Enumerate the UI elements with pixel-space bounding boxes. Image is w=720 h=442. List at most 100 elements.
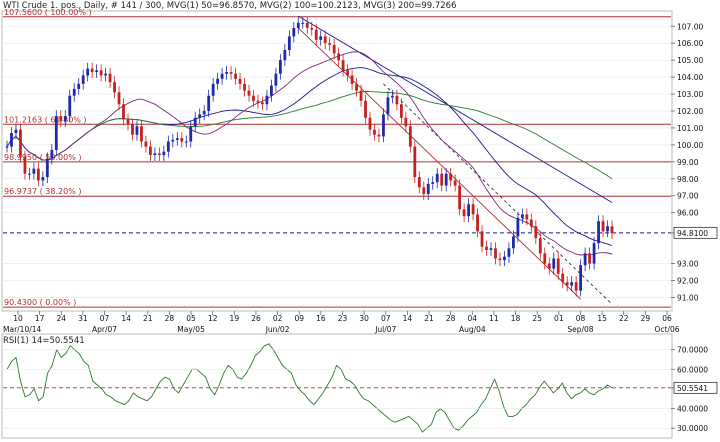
x-day-label: 10 (13, 314, 23, 323)
x-month-label: Oct/06 (654, 325, 679, 334)
candle-body (565, 282, 569, 286)
x-day-label: 07 (100, 314, 110, 323)
candle-body (328, 43, 332, 45)
rsi-y-axis: 70.0000 60.0000 50.5541 40.0000 30.0000 (3, 346, 718, 433)
x-month-label: May/05 (177, 325, 205, 334)
price-tick-label: 99.00 (677, 158, 699, 167)
candle-body (153, 153, 157, 156)
candle-body (202, 111, 206, 115)
candle-body (512, 236, 515, 249)
candle-body (592, 243, 596, 264)
x-month-label: Jul/07 (374, 325, 396, 334)
price-panel (1, 10, 673, 312)
candle-body (166, 141, 170, 152)
candle-body (301, 22, 305, 24)
fib-label: 98.9950 ( 50.00% ) (4, 153, 81, 162)
price-tick-label: 94.8100 (677, 229, 708, 238)
candle-body (243, 83, 246, 91)
price-tick-label: 105.00 (677, 56, 703, 65)
candle-body (81, 75, 85, 84)
x-day-label: 25 (532, 314, 542, 323)
candle-body (45, 158, 49, 178)
x-day-label: 12 (208, 314, 218, 323)
candle-body (140, 126, 143, 142)
candle-body (59, 116, 63, 122)
candle-body (238, 78, 242, 84)
candle-body (131, 124, 134, 135)
candle-body (265, 95, 269, 105)
candle-body (162, 151, 166, 156)
candle-body (561, 273, 565, 283)
candle-body (570, 282, 574, 286)
candle-body (68, 95, 72, 117)
candle-body (373, 129, 376, 135)
x-day-label: 19 (230, 314, 240, 323)
candle-body (261, 102, 264, 105)
x-day-label: 22 (619, 314, 629, 323)
price-tick-label: 100.00 (677, 141, 703, 150)
x-day-label: 18 (511, 314, 521, 323)
price-tick-label: 97.00 (677, 192, 699, 201)
candle-body (444, 173, 448, 186)
candle-body (216, 78, 220, 84)
candle-body (350, 75, 354, 84)
candle-body (256, 100, 260, 103)
candle-body (310, 27, 314, 30)
rsi-tick-label: 30.0000 (677, 424, 708, 433)
candle-body (449, 173, 453, 181)
rsi-line (6, 343, 613, 433)
downtrend-line-dotted (383, 83, 613, 305)
candle-body (278, 60, 282, 74)
candle-body (377, 134, 381, 137)
x-month-label: Mar/10/14 (3, 325, 42, 334)
price-tick-label: 106.00 (677, 39, 703, 48)
candle-body (220, 73, 224, 79)
candle-body (314, 29, 318, 40)
candle-body (359, 90, 363, 101)
candle-body (207, 95, 211, 111)
candle-body (597, 221, 600, 244)
x-day-label: 23 (338, 314, 348, 323)
rsi-tick-label: 40.0000 (677, 405, 708, 414)
candle-body (305, 22, 309, 28)
candle-body (462, 209, 466, 217)
candle-body (332, 44, 336, 54)
candle-body (453, 180, 457, 186)
candle-body (516, 217, 520, 237)
candle-body (23, 156, 27, 174)
candle-body (529, 219, 533, 227)
x-day-label: 09 (294, 314, 304, 323)
candle-body (229, 72, 233, 74)
price-tick-label: 93.00 (677, 260, 699, 269)
candle-body (399, 104, 403, 118)
candle-body (234, 73, 237, 79)
candle-body (108, 73, 112, 83)
candle-body (144, 141, 148, 147)
price-tick-label: 98.00 (677, 175, 699, 184)
price-tick-label: 103.00 (677, 90, 703, 99)
candle-body (543, 253, 547, 264)
x-day-label: 15 (597, 314, 607, 323)
candle-body (189, 126, 193, 142)
candle-body (458, 185, 462, 210)
candle-body (547, 263, 551, 269)
candle-body (270, 85, 273, 96)
chart-title: WTI Crude 1. pos., Daily, # 141 / 300, M… (3, 1, 456, 11)
candle-body (41, 177, 45, 181)
candle-body (283, 49, 287, 61)
x-day-label: 28 (446, 314, 456, 323)
x-month-label: Sep/08 (567, 325, 593, 334)
x-day-label: 17 (35, 314, 45, 323)
candle-body (480, 231, 484, 247)
candle-body (534, 226, 538, 239)
candle-body (382, 114, 385, 137)
ma-short-line (6, 51, 613, 256)
rsi-tick-label: 50.5541 (677, 384, 708, 393)
price-tick-label: 107.00 (677, 22, 703, 31)
candle-body (507, 248, 511, 257)
candle-body (601, 221, 605, 232)
candle-body (476, 214, 479, 232)
x-day-label: 29 (641, 314, 651, 323)
x-day-label: 02 (273, 314, 283, 323)
